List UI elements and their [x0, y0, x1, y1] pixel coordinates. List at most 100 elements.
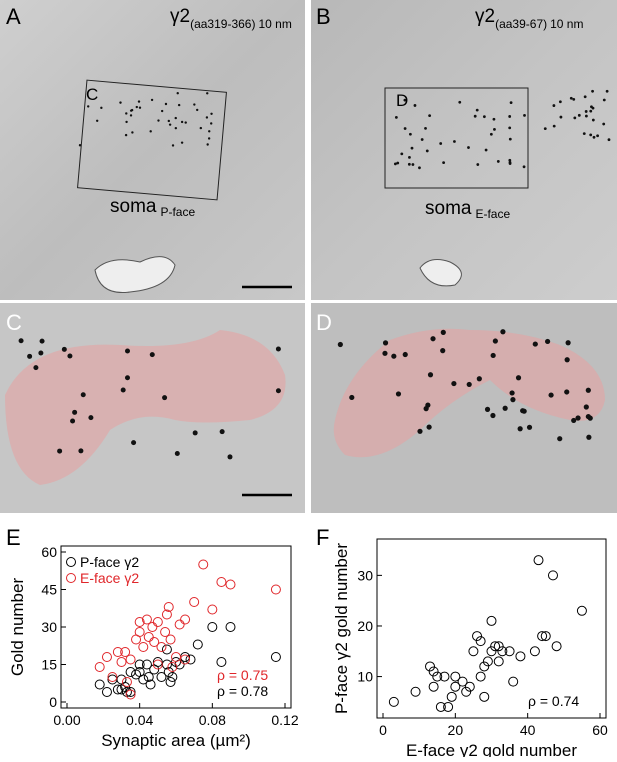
gold-particle: [129, 114, 133, 117]
x-tick-label: 40: [520, 722, 536, 738]
point: [537, 631, 548, 642]
point: [152, 657, 163, 667]
point: [171, 657, 181, 667]
gold-particle: [174, 116, 177, 120]
gold-particle: [174, 450, 180, 456]
point: [145, 679, 156, 690]
point: [192, 639, 203, 650]
gold-particle: [517, 426, 523, 432]
annotation: ρ = 0.74: [528, 693, 579, 709]
gold-particle: [411, 163, 415, 166]
gold-particle: [275, 388, 281, 394]
gold-particle: [124, 133, 128, 137]
gold-particle: [407, 162, 411, 166]
gold-particle: [490, 412, 496, 419]
gold-particle: [199, 126, 203, 130]
gold-particle: [131, 131, 134, 134]
antibody-label: γ2(aa319-366) 10 nm: [170, 6, 292, 31]
gold-particle: [522, 165, 526, 169]
epitope: (aa39-67): [495, 17, 547, 31]
gold-particle: [95, 119, 99, 122]
gold-particle: [400, 152, 404, 156]
gold-particle: [439, 142, 443, 145]
gold-particle: [583, 404, 589, 410]
legend-label: E-face γ2: [80, 570, 139, 586]
antibody-label: γ2(aa39-67) 10 nm: [475, 6, 583, 31]
point: [165, 634, 176, 645]
point: [163, 667, 174, 677]
point: [432, 671, 443, 682]
gold-particle: [417, 428, 423, 434]
x-axis-label: Synaptic area (µm²): [101, 731, 251, 750]
point: [180, 654, 191, 665]
gold-particle: [591, 118, 595, 122]
y-tick-label: 20: [357, 618, 373, 634]
gold-particle: [38, 350, 44, 356]
gold-particle: [607, 138, 611, 142]
gold-particle: [584, 110, 588, 113]
point: [446, 691, 457, 702]
gold-particle: [57, 448, 63, 454]
point: [216, 577, 227, 587]
inset-box: [77, 79, 227, 201]
gold-particle: [575, 415, 581, 421]
point: [125, 654, 136, 665]
y-axis-label: Gold number: [8, 578, 27, 677]
point: [171, 652, 181, 662]
point: [120, 682, 131, 692]
x-tick-label: 0.08: [199, 712, 226, 728]
gold-particle: [39, 338, 45, 344]
gold-particle: [585, 413, 591, 420]
point: [165, 677, 176, 687]
gold-particle: [453, 140, 456, 143]
gold-particle: [420, 138, 424, 141]
point: [147, 622, 158, 632]
gold-particle: [508, 158, 512, 162]
gold-particle: [564, 357, 570, 363]
gold-particle: [193, 103, 196, 106]
gold-particle: [210, 122, 213, 125]
gold-particle: [492, 117, 496, 121]
point: [493, 641, 504, 652]
point: [167, 672, 178, 682]
artifact: [419, 259, 462, 287]
point: [457, 676, 468, 687]
gold-particle: [508, 137, 512, 141]
point: [479, 661, 490, 672]
point: [450, 671, 461, 682]
point: [475, 636, 486, 647]
inset-box: [384, 87, 529, 189]
gold-particle: [523, 114, 526, 117]
micrograph-b: [311, 0, 617, 300]
antibody: γ2: [475, 6, 495, 27]
gold-particle: [149, 352, 155, 358]
gold-particle: [605, 89, 609, 93]
gold-particle: [125, 112, 128, 115]
gold-particle: [413, 104, 417, 107]
panel-label: D: [316, 310, 332, 335]
y-tick-label: 30: [41, 619, 57, 635]
point: [435, 701, 446, 712]
gold-particle: [552, 104, 556, 107]
gold-particle: [430, 336, 436, 342]
panel-label: A: [6, 4, 21, 29]
gold-particle: [119, 101, 122, 104]
point: [112, 684, 123, 695]
gold-particle: [80, 392, 86, 398]
gold-particle: [425, 149, 429, 153]
point: [189, 597, 200, 607]
gold-particle: [591, 89, 594, 93]
gold-particle: [589, 133, 593, 137]
gold-particle: [124, 375, 130, 381]
plot-frame: [376, 538, 607, 719]
x-tick-label: 0.12: [271, 712, 298, 728]
point: [482, 656, 493, 667]
gold-particle: [70, 418, 76, 424]
gold-particle: [207, 137, 211, 140]
point: [138, 642, 149, 652]
gold-particle: [586, 434, 592, 440]
gold-particle: [227, 454, 233, 460]
point: [225, 622, 236, 632]
gold-particle: [403, 98, 407, 102]
gold-particle: [585, 387, 591, 393]
